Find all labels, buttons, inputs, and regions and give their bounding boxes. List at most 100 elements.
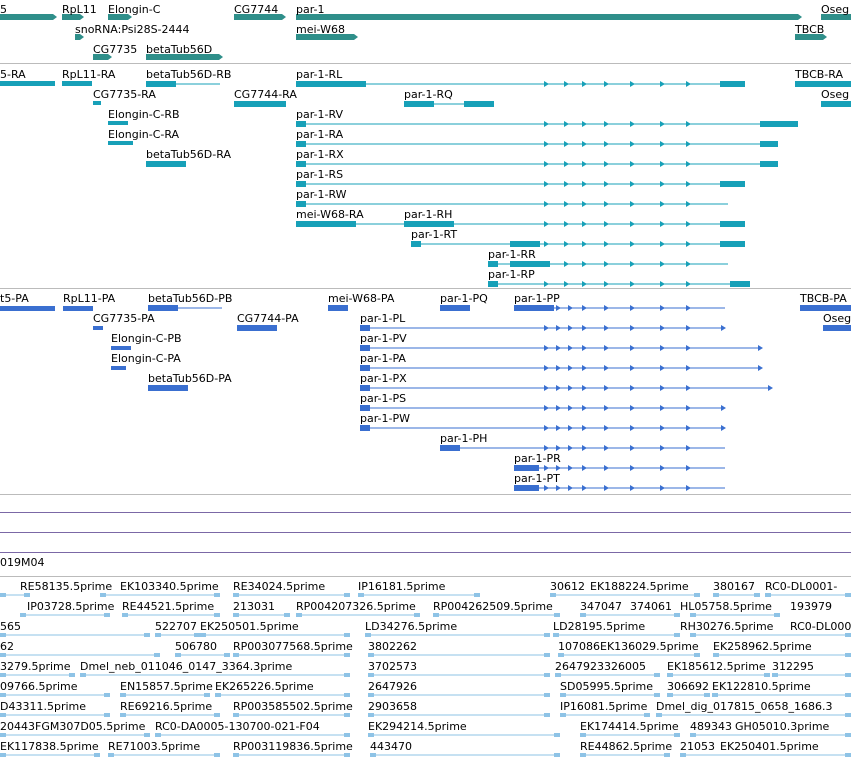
est-label[interactable]: Dmel_dig_017815_0658_1686.3	[656, 700, 833, 713]
est-label[interactable]: IP03728.5prime	[27, 600, 115, 613]
est-label[interactable]: RE44521.5prime	[122, 600, 215, 613]
est-label[interactable]: EK117838.5prime	[0, 740, 99, 753]
protein-label[interactable]: par-1-PS	[360, 392, 407, 405]
transcript-label[interactable]: RpL11-RA	[62, 68, 116, 81]
transcript-label[interactable]: Elongin-C-RA	[108, 128, 180, 141]
est-label[interactable]: EK250401.5prime	[720, 740, 819, 753]
est-label[interactable]: 213031	[233, 600, 275, 613]
est-label[interactable]: IP16181.5prime	[358, 580, 446, 593]
est-label[interactable]: EK250501.5prime	[200, 620, 299, 633]
est-label[interactable]: EK258962.5prime	[713, 640, 812, 653]
est-label[interactable]: RC0-DL0001-	[765, 580, 838, 593]
est-label[interactable]: 306692	[667, 680, 709, 693]
gene-label[interactable]: 5	[0, 3, 7, 16]
protein-label[interactable]: par-1-PW	[360, 412, 410, 425]
protein-label[interactable]: CG7744-PA	[237, 312, 299, 325]
est-label[interactable]: RE58135.5prime	[20, 580, 113, 593]
est-label[interactable]: EK122810.5prime	[712, 680, 811, 693]
gene-label[interactable]: CG7735	[93, 43, 138, 56]
protein-label[interactable]: Elongin-C-PB	[111, 332, 182, 345]
transcript-label[interactable]: par-1-RA	[296, 128, 344, 141]
est-label[interactable]: 3802262	[368, 640, 417, 653]
gene-label[interactable]: RpL11	[62, 3, 97, 16]
est-label[interactable]: 506780	[175, 640, 217, 653]
est-label[interactable]: RE44862.5prime	[580, 740, 673, 753]
est-label[interactable]: 3702573	[368, 660, 417, 673]
est-label[interactable]: EK188224.5prime	[590, 580, 689, 593]
est-label[interactable]: 2647926	[368, 680, 417, 693]
est-label[interactable]: 522707	[155, 620, 197, 633]
est-label[interactable]: RC0-DA0005-130700-021-F04	[155, 720, 320, 733]
transcript-label[interactable]: par-1-RS	[296, 168, 344, 181]
gene-label[interactable]: TBCB	[795, 23, 825, 36]
est-label[interactable]: RP003077568.5prime	[233, 640, 353, 653]
est-label[interactable]: EK294214.5prime	[368, 720, 467, 733]
gene-label[interactable]: mei-W68	[296, 23, 345, 36]
est-label[interactable]: 3279.5prime	[0, 660, 71, 673]
transcript-label[interactable]: par-1-RX	[296, 148, 344, 161]
transcript-label[interactable]: par-1-RP	[488, 268, 535, 281]
transcript-label[interactable]: par-1-RW	[296, 188, 347, 201]
est-label[interactable]: RE71003.5prime	[108, 740, 201, 753]
est-label[interactable]: SD05995.5prime	[560, 680, 653, 693]
protein-label[interactable]: RpL11-PA	[63, 292, 116, 305]
est-label[interactable]: FGM307D05.5prime	[35, 720, 146, 733]
est-label[interactable]: 30612	[550, 580, 585, 593]
est-label[interactable]: 2647923326005	[555, 660, 646, 673]
protein-label[interactable]: par-1-PA	[360, 352, 406, 365]
transcript-label[interactable]: CG7744-RA	[234, 88, 297, 101]
est-label[interactable]: EN15857.5prime	[120, 680, 213, 693]
est-label[interactable]: EK185612.5prime	[667, 660, 766, 673]
est-label[interactable]: 489343	[690, 720, 732, 733]
est-label[interactable]: RP003585502.5prime	[233, 700, 353, 713]
transcript-label[interactable]: par-1-RL	[296, 68, 343, 81]
transcript-label[interactable]: par-1-RT	[411, 228, 458, 241]
est-label[interactable]: EK136029.5prime	[600, 640, 699, 653]
gene-label[interactable]: snoRNA:Psi28S-2444	[75, 23, 190, 36]
transcript-label[interactable]: par-1-RR	[488, 248, 536, 261]
protein-label[interactable]: t5-PA	[0, 292, 29, 305]
protein-label[interactable]: par-1-PL	[360, 312, 406, 325]
est-label[interactable]: 380167	[713, 580, 755, 593]
gene-label[interactable]: Oseg	[821, 3, 850, 16]
est-label[interactable]: 62	[0, 640, 14, 653]
est-label[interactable]: 21053	[680, 740, 715, 753]
est-label[interactable]: EK174414.5prime	[580, 720, 679, 733]
transcript-label[interactable]: 5-RA	[0, 68, 26, 81]
est-label[interactable]: LD28195.5prime	[553, 620, 646, 633]
protein-label[interactable]: par-1-PX	[360, 372, 407, 385]
est-label[interactable]: GH05010.3prime	[735, 720, 830, 733]
est-label[interactable]: Dmel_neb_011046_0147_3364.3prime	[80, 660, 293, 673]
protein-label[interactable]: par-1-PT	[514, 472, 560, 485]
est-label[interactable]: 312295	[772, 660, 814, 673]
protein-label[interactable]: par-1-PR	[514, 452, 561, 465]
est-label[interactable]: HL05758.5prime	[680, 600, 772, 613]
est-label[interactable]: RC0-DL0001-	[790, 620, 851, 633]
transcript-label[interactable]: TBCB-RA	[795, 68, 843, 81]
protein-label[interactable]: Oseg	[823, 312, 851, 325]
est-label[interactable]: LD34276.5prime	[365, 620, 458, 633]
transcript-label[interactable]: CG7735-RA	[93, 88, 156, 101]
est-label[interactable]: 193979	[790, 600, 832, 613]
transcript-label[interactable]: mei-W68-RA	[296, 208, 364, 221]
est-label[interactable]: IP16081.5prime	[560, 700, 648, 713]
transcript-label[interactable]: par-1-RH	[404, 208, 453, 221]
protein-label[interactable]: TBCB-PA	[800, 292, 847, 305]
protein-label[interactable]: betaTub56D-PA	[148, 372, 232, 385]
est-label[interactable]: RP003119836.5prime	[233, 740, 353, 753]
gene-label[interactable]: betaTub56D	[146, 43, 213, 56]
est-label[interactable]: 374061	[630, 600, 672, 613]
transcript-label[interactable]: betaTub56D-RB	[146, 68, 232, 81]
est-label[interactable]: RP004207326.5prime	[296, 600, 416, 613]
transcript-label[interactable]: Elongin-C-RB	[108, 108, 180, 121]
est-label[interactable]: 107086	[558, 640, 600, 653]
est-label[interactable]: 565	[0, 620, 21, 633]
transcript-label[interactable]: betaTub56D-RA	[146, 148, 231, 161]
protein-label[interactable]: par-1-PQ	[440, 292, 488, 305]
est-label[interactable]: EK265226.5prime	[215, 680, 314, 693]
est-label[interactable]: 443470	[370, 740, 412, 753]
gene-label[interactable]: CG7744	[234, 3, 279, 16]
transcript-label[interactable]: par-1-RQ	[404, 88, 453, 101]
protein-label[interactable]: mei-W68-PA	[328, 292, 395, 305]
protein-label[interactable]: Elongin-C-PA	[111, 352, 181, 365]
